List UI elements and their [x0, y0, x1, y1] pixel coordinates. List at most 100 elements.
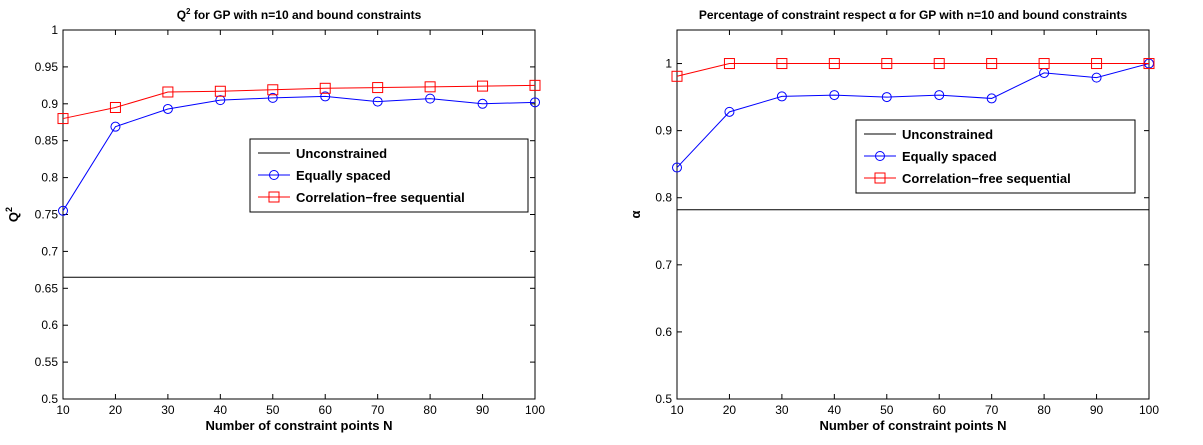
data-point-circle [110, 121, 121, 132]
data-point-square [319, 82, 331, 94]
data-point-circle [320, 91, 331, 102]
series-correlation-free-sequential [57, 79, 541, 125]
data-point-circle [215, 95, 226, 106]
y-tick-label: 0.85 [35, 134, 59, 148]
data-point-circle [986, 93, 997, 104]
series-line [62, 84, 536, 120]
data-point-square [828, 58, 840, 70]
chart-title-superscript: 2 [186, 7, 191, 16]
data-point-square [529, 79, 541, 91]
y-tick-label: 1 [51, 23, 58, 37]
x-tick-label: 80 [1037, 403, 1051, 417]
legend-entry: Equally spaced [258, 168, 391, 183]
data-point-circle [724, 106, 735, 117]
x-tick-label: 80 [423, 403, 437, 417]
y-tick-label: 0.6 [41, 318, 58, 332]
data-point-square [57, 113, 69, 125]
chart-2: 10 20 30 40 50 60 70 80 90 100 0.5 0.6 0.7 0.8 0.9 1 Num… [628, 8, 1159, 433]
x-tick-label: 20 [723, 403, 737, 417]
series-line [62, 95, 536, 212]
y-tick-label: 0.7 [655, 258, 672, 272]
data-point-square [1091, 58, 1103, 70]
legend-entry: Correlation−free sequential [864, 171, 1071, 186]
x-tick-label: 60 [933, 403, 947, 417]
x-tick-label: 70 [371, 403, 385, 417]
x-tick-label: 30 [775, 403, 789, 417]
y-tick-label: 0.7 [41, 244, 58, 258]
x-tick-label: 70 [985, 403, 999, 417]
y-tick-label: 0.5 [655, 392, 672, 406]
y-axis-label: Q2 [4, 207, 21, 222]
x-tick-label: 20 [109, 403, 123, 417]
legend-label: Unconstrained [902, 127, 993, 142]
y-tick-label: 0.9 [655, 124, 672, 138]
legend-box [855, 119, 1136, 194]
x-axis-label: Number of constraint points N [819, 418, 1006, 433]
data-point-square [723, 58, 735, 70]
data-point-circle [477, 98, 488, 109]
data-point-square [986, 58, 998, 70]
series-line [676, 63, 1149, 77]
legend-marker-square [874, 172, 886, 184]
data-point-circle [672, 162, 682, 173]
data-point-square [933, 58, 945, 70]
x-tick-label: 60 [319, 403, 333, 417]
x-tick-label: 30 [161, 403, 175, 417]
chart-title: Percentage of constraint respect α for G… [699, 8, 1128, 22]
legend-marker-square [268, 191, 280, 203]
y-tick-label: 0.65 [35, 281, 59, 295]
chart-title: Q2 for GP with n=10 and bound constraint… [177, 7, 422, 22]
x-tick-label: 50 [266, 403, 280, 417]
legend-label: Correlation−free sequential [296, 190, 465, 205]
y-axis-label-superscript: 2 [4, 207, 14, 212]
x-tick-label: 90 [1090, 403, 1104, 417]
legend-label: Unconstrained [296, 146, 387, 161]
data-point-circle [1091, 72, 1102, 83]
data-point-square [162, 86, 174, 98]
legend: Unconstrained Equally spaced Correlation−f… [855, 119, 1136, 194]
x-axis-label: Number of constraint points N [205, 418, 392, 433]
legend-label: Correlation−free sequential [902, 171, 1071, 186]
y-tick-label: 0.8 [41, 171, 58, 185]
data-point-square [214, 85, 226, 97]
y-axis-label-main: Q [6, 212, 21, 222]
y-tick-label: 0.6 [655, 325, 672, 339]
data-point-square [267, 84, 279, 96]
plot-area-frame [676, 29, 1150, 400]
data-point-square [1143, 58, 1155, 70]
y-tick-label: 0.9 [41, 97, 58, 111]
y-tick-label: 0.75 [35, 208, 59, 222]
data-point-circle [881, 92, 892, 103]
chart-title-main: Q [177, 8, 186, 22]
x-tick-label: 90 [476, 403, 490, 417]
data-point-circle [267, 92, 278, 103]
x-tick-label: 40 [828, 403, 842, 417]
x-tick-label: 40 [214, 403, 228, 417]
series-correlation-free-sequential [671, 58, 1155, 82]
data-point-circle [58, 205, 68, 216]
y-tick-label: 0.55 [35, 355, 59, 369]
series-equally-spaced [58, 91, 540, 216]
y-tick-label: 0.95 [35, 60, 59, 74]
data-point-square [881, 58, 893, 70]
data-point-circle [530, 97, 540, 108]
y-tick-label: 0.5 [41, 392, 58, 406]
data-point-square [776, 58, 788, 70]
legend-entry: Unconstrained [258, 146, 387, 161]
legend-box [249, 138, 529, 213]
data-point-circle [776, 91, 787, 102]
legend-entry: Equally spaced [864, 149, 997, 164]
y-tick-label: 1 [665, 57, 672, 71]
legend-entry: Unconstrained [864, 127, 993, 142]
data-point-square [424, 81, 436, 93]
x-tick-label: 50 [880, 403, 894, 417]
data-point-square [477, 80, 489, 92]
legend-entry: Correlation−free sequential [258, 190, 465, 205]
data-point-circle [162, 103, 173, 114]
x-tick-label: 100 [525, 403, 545, 417]
legend-marker-circle [269, 170, 279, 180]
data-point-square [671, 70, 683, 82]
y-axis-label: α [628, 211, 643, 219]
data-point-circle [829, 90, 840, 101]
